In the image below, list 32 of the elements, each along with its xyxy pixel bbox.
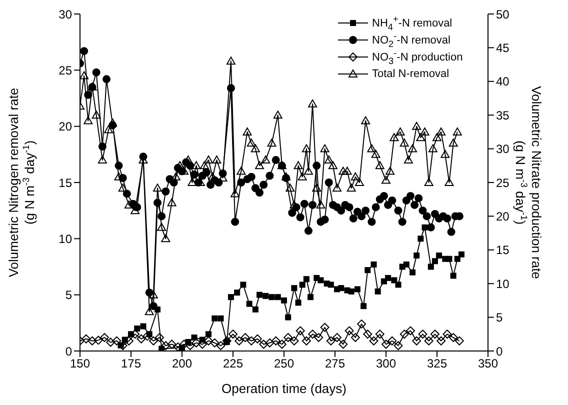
y-tick-label: 0 xyxy=(65,344,72,358)
legend-label: NO$_{3}$$^{-}$-N production xyxy=(372,48,463,66)
x-tick-label: 250 xyxy=(274,356,294,371)
y-tick-label: 20 xyxy=(58,120,72,134)
y2-tick-label: 30 xyxy=(496,142,510,156)
x-tick-label: 325 xyxy=(426,356,448,371)
y2-tick-label: 5 xyxy=(496,310,503,325)
x-tick-label: 225 xyxy=(222,356,244,371)
legend-label: NO$_{2}$$^{-}$-N removal xyxy=(372,30,450,48)
y2-tick-label: 35 xyxy=(496,108,510,122)
x-tick-label: 200 xyxy=(172,356,192,371)
y-tick-label: 15 xyxy=(58,176,72,190)
y-tick-label: 10 xyxy=(58,232,72,246)
legend-label: NH$_{4}$$^{+}$-N removal xyxy=(372,14,452,32)
y2-tick-label: 0 xyxy=(496,344,503,358)
y-tick-label: 25 xyxy=(58,63,72,78)
y2-tick-label: 10 xyxy=(496,276,510,291)
y2-tick-label: 25 xyxy=(496,176,510,190)
x-tick-label: 150 xyxy=(70,356,90,371)
y2-tick-label: 15 xyxy=(496,243,510,258)
x-axis-title: Operation time (days) xyxy=(222,381,346,396)
y2-tick-label: 50 xyxy=(496,7,510,22)
x-tick-label: 175 xyxy=(120,356,142,371)
y2-tick-label: 40 xyxy=(496,74,510,89)
x-tick-label: 275 xyxy=(324,356,346,371)
x-tick-label: 300 xyxy=(376,356,396,371)
x-tick-label: 350 xyxy=(478,356,498,371)
y2-tick-label: 20 xyxy=(496,209,510,224)
y-tick-label: 5 xyxy=(65,288,72,302)
legend-label: Total N-removal xyxy=(372,68,450,80)
y2-tick-label: 45 xyxy=(496,40,510,55)
y-tick-label: 30 xyxy=(58,7,72,22)
